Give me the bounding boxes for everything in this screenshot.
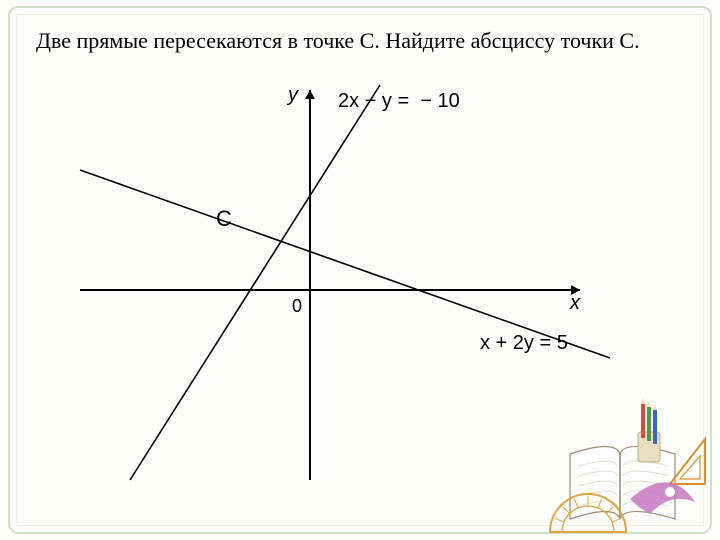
problem-title: Две прямые пересекаются в точке С. Найди… (36, 28, 684, 54)
equation-line2-label: x + 2y = 5 (480, 332, 568, 355)
axis-x-label: x (570, 292, 580, 315)
stationery-svg (520, 384, 710, 534)
problem-title-text: Две прямые пересекаются в точке С. Найди… (36, 28, 640, 53)
origin-label: 0 (292, 296, 302, 317)
point-c-label: C (216, 206, 232, 232)
axis-y-label: y (288, 84, 298, 107)
equation-line1-label: 2x − y = − 10 (338, 90, 460, 113)
stationery-decoration (520, 384, 710, 534)
